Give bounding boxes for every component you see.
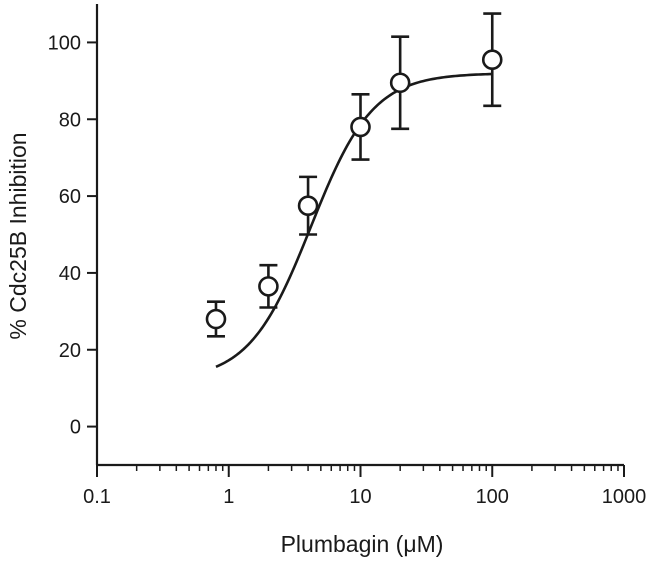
y-axis: 0 20 40 60 80 100 — [48, 4, 99, 465]
y-ticks — [87, 41, 97, 428]
error-bars — [206, 12, 502, 338]
x-tick-label: 10 — [349, 486, 371, 508]
data-point — [350, 116, 371, 138]
data-point — [389, 72, 411, 94]
y-tick-label: 0 — [70, 417, 81, 439]
y-tick-label: 20 — [59, 340, 81, 362]
x-tick-label: 0.1 — [83, 486, 111, 508]
x-tick-labels: 0.1 1 10 100 1000 — [83, 486, 646, 508]
x-ticks — [96, 465, 625, 477]
y-tick-labels: 0 20 40 60 80 100 — [48, 32, 81, 438]
data-point — [258, 276, 279, 297]
data-point — [205, 308, 227, 330]
x-tick-label: 1 — [223, 486, 234, 508]
data-point — [481, 49, 503, 71]
data-points — [205, 49, 503, 330]
x-axis-title: Plumbagin (μM) — [281, 531, 444, 557]
y-axis-title: % Cdc25B Inhibition — [5, 132, 31, 339]
y-tick-label: 60 — [59, 186, 81, 208]
y-tick-label: 80 — [59, 109, 81, 131]
x-tick-label: 100 — [476, 486, 509, 508]
data-point — [297, 195, 319, 216]
y-tick-label: 100 — [48, 32, 81, 54]
x-tick-label: 1000 — [602, 486, 647, 508]
fit-curve — [215, 72, 493, 369]
x-axis: 0.1 1 10 100 1000 — [83, 463, 646, 508]
y-tick-label: 40 — [59, 263, 81, 285]
